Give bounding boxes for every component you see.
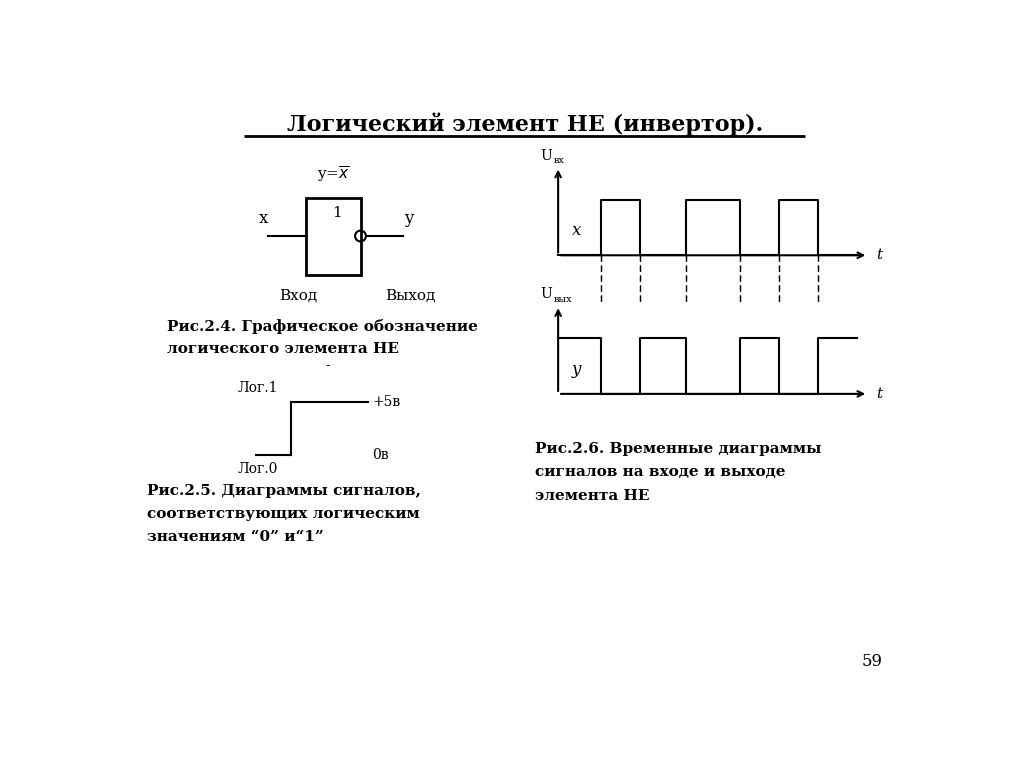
Text: x: x xyxy=(259,210,268,227)
Text: U: U xyxy=(541,149,552,163)
Text: сигналов на входе и выходе: сигналов на входе и выходе xyxy=(535,466,785,479)
Text: t: t xyxy=(876,387,882,401)
Text: +5в: +5в xyxy=(372,394,400,409)
Text: 59: 59 xyxy=(861,653,883,670)
Text: вых: вых xyxy=(554,295,572,304)
Text: Рис.2.5. Диаграммы сигналов,: Рис.2.5. Диаграммы сигналов, xyxy=(147,484,421,498)
Text: y=$\overline{x}$: y=$\overline{x}$ xyxy=(317,164,349,183)
Text: y: y xyxy=(403,210,414,227)
Text: элемента НЕ: элемента НЕ xyxy=(535,489,649,502)
Text: Лог.0: Лог.0 xyxy=(238,462,279,476)
Text: логического элемента НЕ: логического элемента НЕ xyxy=(167,342,398,357)
Text: вх: вх xyxy=(554,156,564,165)
Text: 1: 1 xyxy=(333,206,342,220)
Text: U: U xyxy=(541,288,552,301)
Text: соответствующих логическим: соответствующих логическим xyxy=(147,507,420,521)
Text: Рис.2.4. Графическое обозначение: Рис.2.4. Графическое обозначение xyxy=(167,319,477,334)
Text: Рис.2.6. Временные диаграммы: Рис.2.6. Временные диаграммы xyxy=(535,443,821,456)
Text: x: x xyxy=(572,222,582,239)
Text: 0в: 0в xyxy=(372,449,389,463)
Text: Выход: Выход xyxy=(385,288,435,302)
Text: значениям “0” и“1”: значениям “0” и“1” xyxy=(147,530,325,544)
Text: y: y xyxy=(572,360,582,377)
Text: -: - xyxy=(326,359,330,372)
Text: Лог.1: Лог.1 xyxy=(238,381,279,396)
Text: Логический элемент НЕ (инвертор).: Логический элемент НЕ (инвертор). xyxy=(287,113,763,136)
Bar xyxy=(306,198,360,275)
Text: t: t xyxy=(876,249,882,262)
Text: Вход: Вход xyxy=(280,288,317,302)
